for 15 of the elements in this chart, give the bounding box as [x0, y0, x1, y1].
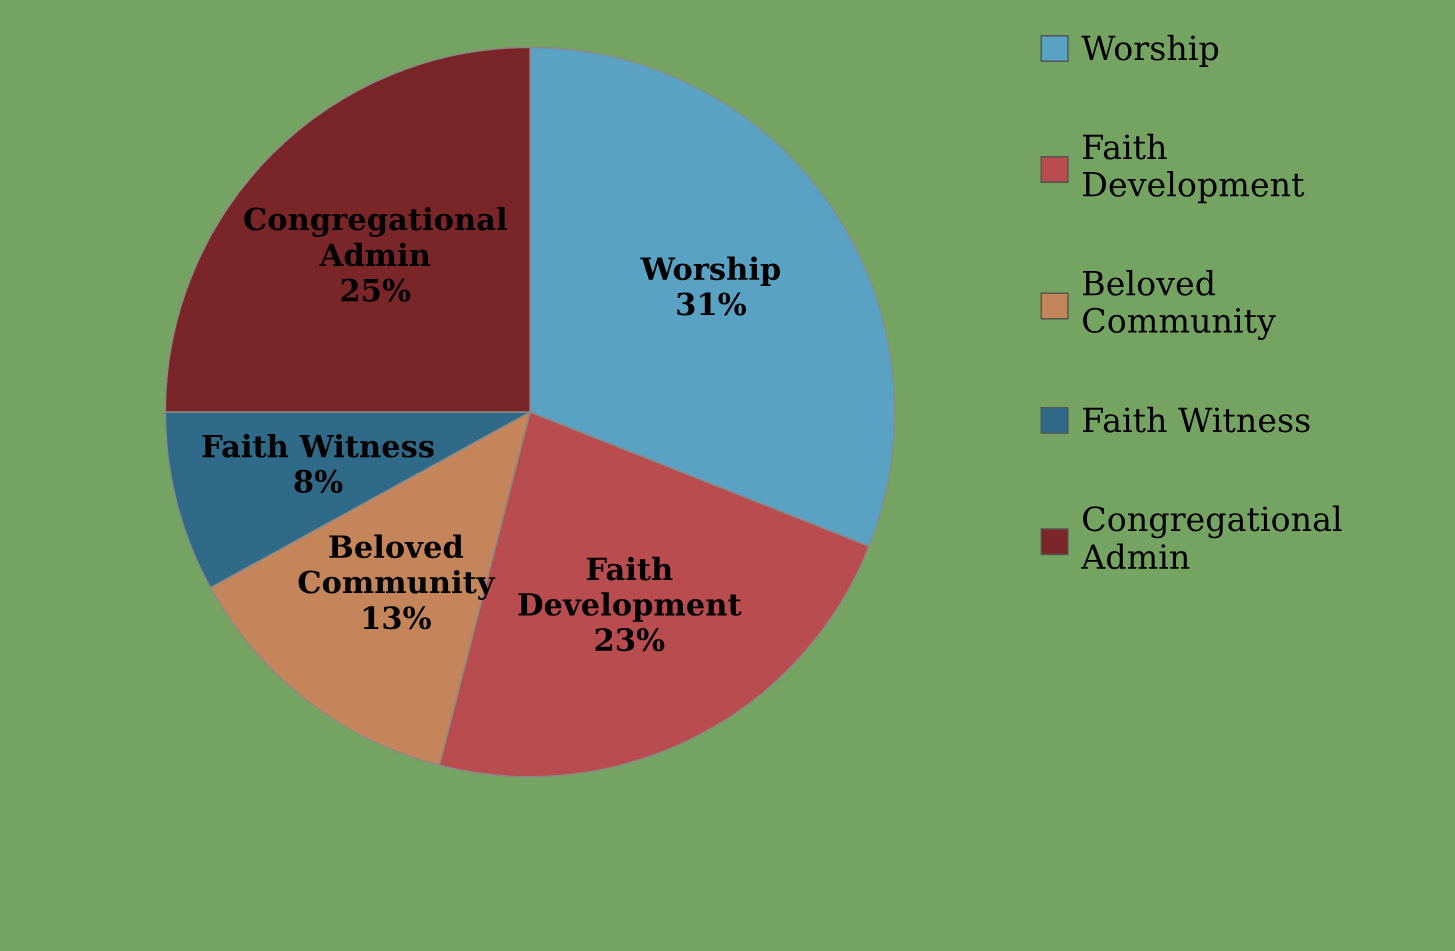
data-label: 8% [294, 469, 343, 493]
data-label: 13% [363, 606, 431, 630]
slice-label: Beloved Community [298, 534, 496, 600]
slice-label: Faith Development [518, 556, 742, 622]
legend-label: Faith Witness [1083, 406, 1310, 433]
data-label: 31% [677, 292, 747, 316]
legend-label: Worship [1081, 34, 1219, 68]
legend-label: Faith Development [1083, 133, 1305, 204]
legend-label: Congregational Admin [1081, 505, 1342, 570]
slice-label: Congregational Admin [244, 206, 507, 267]
slice-label: Worship [640, 256, 781, 287]
legend-label: Beloved Community [1083, 269, 1276, 340]
data-label: 23% [595, 628, 665, 652]
data-label: 25% [341, 278, 411, 302]
slice-label: Faith Witness [202, 433, 434, 458]
